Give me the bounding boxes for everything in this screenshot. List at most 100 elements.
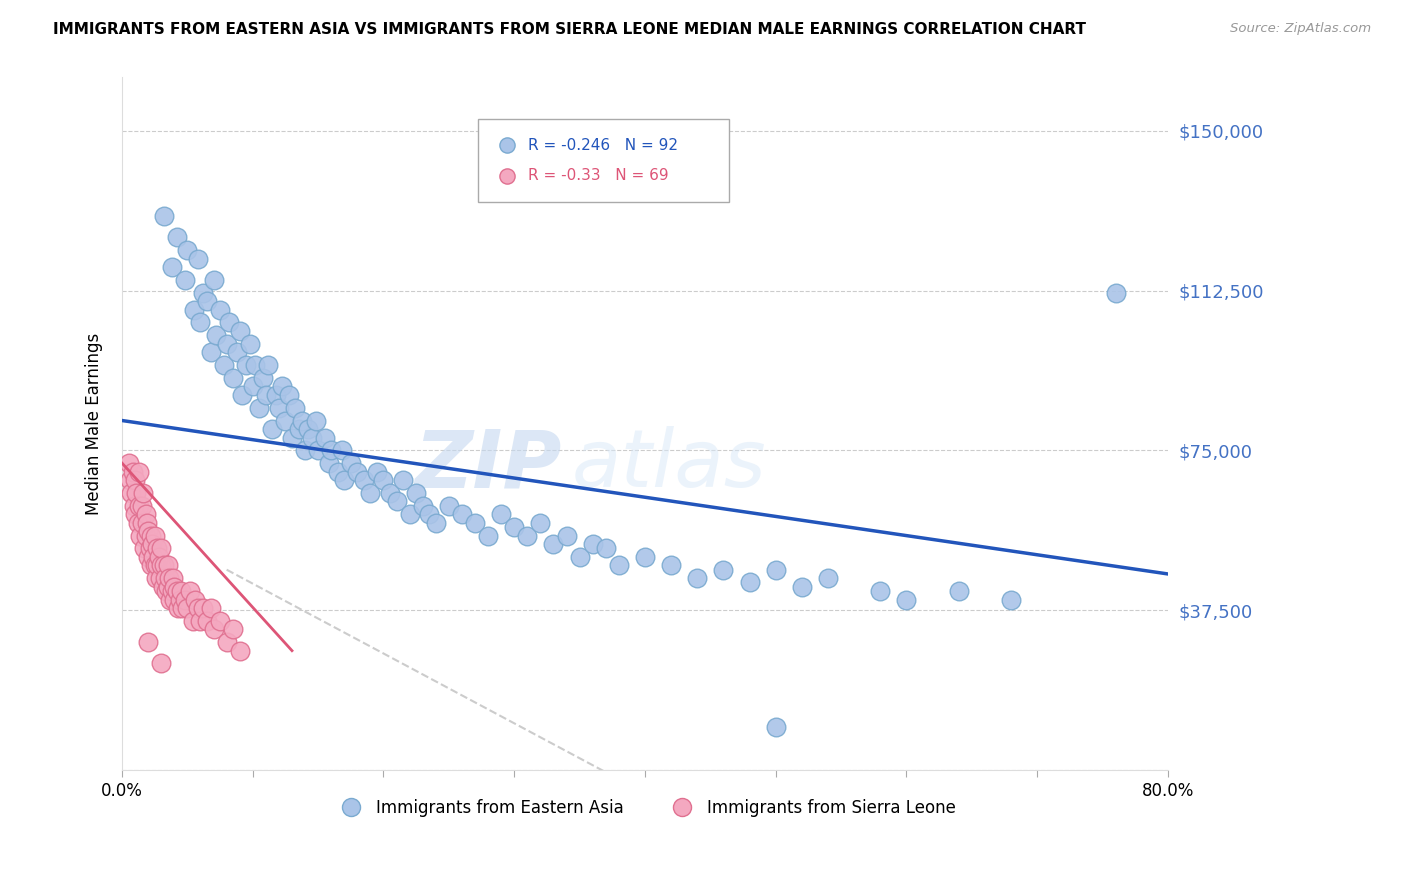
Point	[222, 623, 245, 637]
Point	[173, 592, 195, 607]
Point	[817, 571, 839, 585]
Point	[190, 316, 212, 330]
Point	[297, 422, 319, 436]
Point	[152, 580, 174, 594]
Point	[146, 558, 169, 573]
Point	[1000, 592, 1022, 607]
Point	[254, 388, 277, 402]
Point	[451, 508, 474, 522]
Point	[489, 508, 512, 522]
Point	[135, 508, 157, 522]
Point	[202, 623, 225, 637]
Point	[215, 635, 238, 649]
Point	[218, 316, 240, 330]
Point	[176, 243, 198, 257]
Point	[284, 401, 307, 415]
Point	[128, 499, 150, 513]
Point	[132, 486, 155, 500]
Point	[392, 473, 415, 487]
Point	[136, 635, 159, 649]
Point	[187, 252, 209, 266]
Point	[412, 499, 434, 513]
Point	[231, 388, 253, 402]
Point	[765, 720, 787, 734]
Point	[738, 575, 761, 590]
Text: IMMIGRANTS FROM EASTERN ASIA VS IMMIGRANTS FROM SIERRA LEONE MEDIAN MALE EARNING: IMMIGRANTS FROM EASTERN ASIA VS IMMIGRAN…	[53, 22, 1087, 37]
Point	[304, 413, 326, 427]
Point	[145, 571, 167, 585]
Point	[146, 541, 169, 556]
Point	[359, 486, 381, 500]
Point	[142, 549, 165, 564]
Point	[437, 499, 460, 513]
Point	[270, 379, 292, 393]
Point	[172, 601, 194, 615]
Point	[267, 401, 290, 415]
Point	[321, 443, 343, 458]
Text: Source: ZipAtlas.com: Source: ZipAtlas.com	[1230, 22, 1371, 36]
Point	[281, 431, 304, 445]
Point	[179, 584, 201, 599]
Point	[191, 601, 214, 615]
Point	[634, 549, 657, 564]
Point	[659, 558, 682, 573]
Point	[173, 273, 195, 287]
Point	[366, 465, 388, 479]
Point	[291, 413, 314, 427]
Point	[333, 473, 356, 487]
Point	[257, 358, 280, 372]
Point	[235, 358, 257, 372]
Point	[222, 371, 245, 385]
Point	[160, 584, 183, 599]
Point	[711, 563, 734, 577]
Point	[167, 601, 190, 615]
Point	[405, 486, 427, 500]
Point	[202, 273, 225, 287]
Point	[131, 516, 153, 530]
Point	[555, 528, 578, 542]
Point	[378, 486, 401, 500]
Point	[595, 541, 617, 556]
Point	[183, 302, 205, 317]
Point	[247, 401, 270, 415]
Point	[156, 580, 179, 594]
Point	[385, 494, 408, 508]
Point	[124, 473, 146, 487]
Point	[318, 456, 340, 470]
Point	[607, 558, 630, 573]
Point	[150, 657, 173, 671]
Point	[346, 465, 368, 479]
Point	[150, 558, 173, 573]
Point	[869, 584, 891, 599]
Point	[159, 592, 181, 607]
Point	[200, 345, 222, 359]
Point	[128, 465, 150, 479]
Point	[136, 524, 159, 539]
Point	[127, 516, 149, 530]
Point	[166, 584, 188, 599]
Point	[228, 324, 250, 338]
Point	[326, 465, 349, 479]
Point	[135, 516, 157, 530]
Point	[301, 431, 323, 445]
Text: ZIP: ZIP	[413, 426, 561, 504]
Point	[156, 558, 179, 573]
Point	[245, 358, 267, 372]
Point	[120, 486, 142, 500]
Point	[239, 336, 262, 351]
Point	[125, 486, 148, 500]
Point	[274, 413, 297, 427]
Point	[212, 358, 235, 372]
Point	[398, 508, 420, 522]
Point	[187, 601, 209, 615]
Point	[136, 549, 159, 564]
Point	[287, 422, 309, 436]
Point	[195, 614, 218, 628]
Point	[138, 541, 160, 556]
Point	[314, 431, 336, 445]
Text: R = -0.246   N = 92: R = -0.246 N = 92	[527, 137, 678, 153]
Point	[166, 230, 188, 244]
Point	[195, 294, 218, 309]
Point	[582, 537, 605, 551]
Point	[252, 371, 274, 385]
